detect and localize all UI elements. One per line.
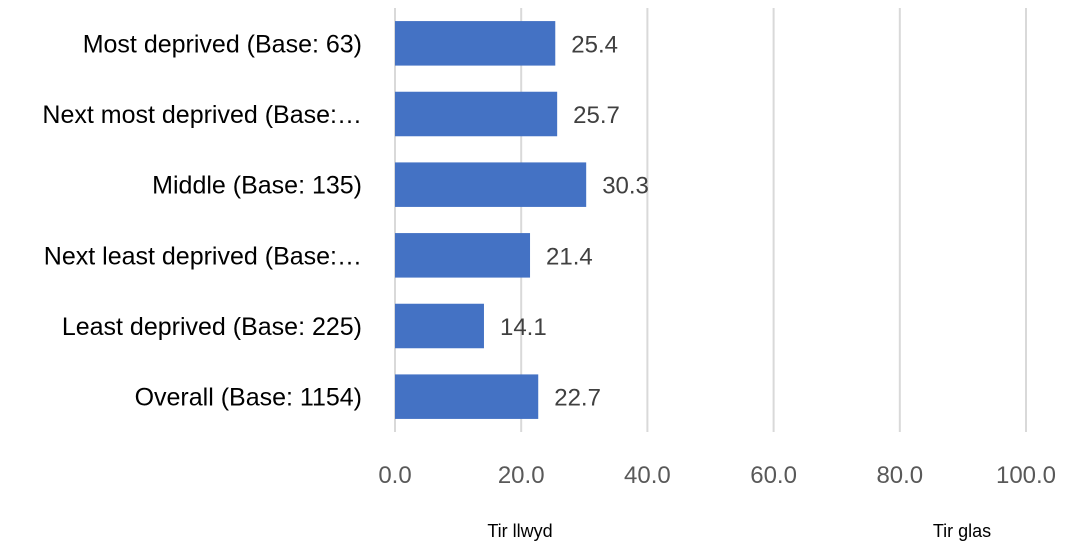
data-label: 21.4	[546, 243, 593, 270]
category-label: Least deprived (Base: 225)	[62, 313, 362, 341]
data-labels: 25.4 25.7 30.3 21.4 14.1 22.7	[500, 31, 649, 411]
bar	[395, 162, 587, 207]
bar	[395, 91, 558, 137]
data-label: 14.1	[500, 314, 547, 341]
x-tick-label: 20.0	[498, 462, 545, 489]
category-labels: Most deprived (Base: 63) Next most depriv…	[42, 30, 362, 411]
category-label: Overall (Base: 1154)	[135, 384, 362, 412]
bar	[395, 374, 539, 419]
bar	[395, 233, 531, 278]
x-tick-label: 100.0	[996, 462, 1056, 489]
data-label: 22.7	[554, 385, 601, 412]
data-label: 25.4	[571, 31, 618, 58]
gridlines	[394, 8, 1027, 432]
data-label: 30.3	[602, 173, 649, 200]
footer-label-right: Tir glas	[933, 521, 991, 541]
bars	[395, 21, 587, 419]
category-label: Next most deprived (Base:…	[42, 101, 362, 129]
footer-label-left: Tir llwyd	[487, 521, 552, 541]
bar	[395, 21, 556, 66]
x-tick-label: 80.0	[876, 462, 923, 489]
x-tick-label: 0.0	[378, 462, 411, 489]
bar	[395, 303, 484, 349]
x-axis-tick-labels: 0.0 20.0 40.0 60.0 80.0 100.0	[378, 462, 1056, 489]
x-tick-label: 60.0	[750, 462, 797, 489]
category-label: Next least deprived (Base:…	[44, 242, 362, 270]
category-label: Most deprived (Base: 63)	[83, 30, 362, 58]
x-tick-label: 40.0	[624, 462, 671, 489]
data-label: 25.7	[573, 102, 620, 129]
category-label: Middle (Base: 135)	[152, 172, 362, 200]
